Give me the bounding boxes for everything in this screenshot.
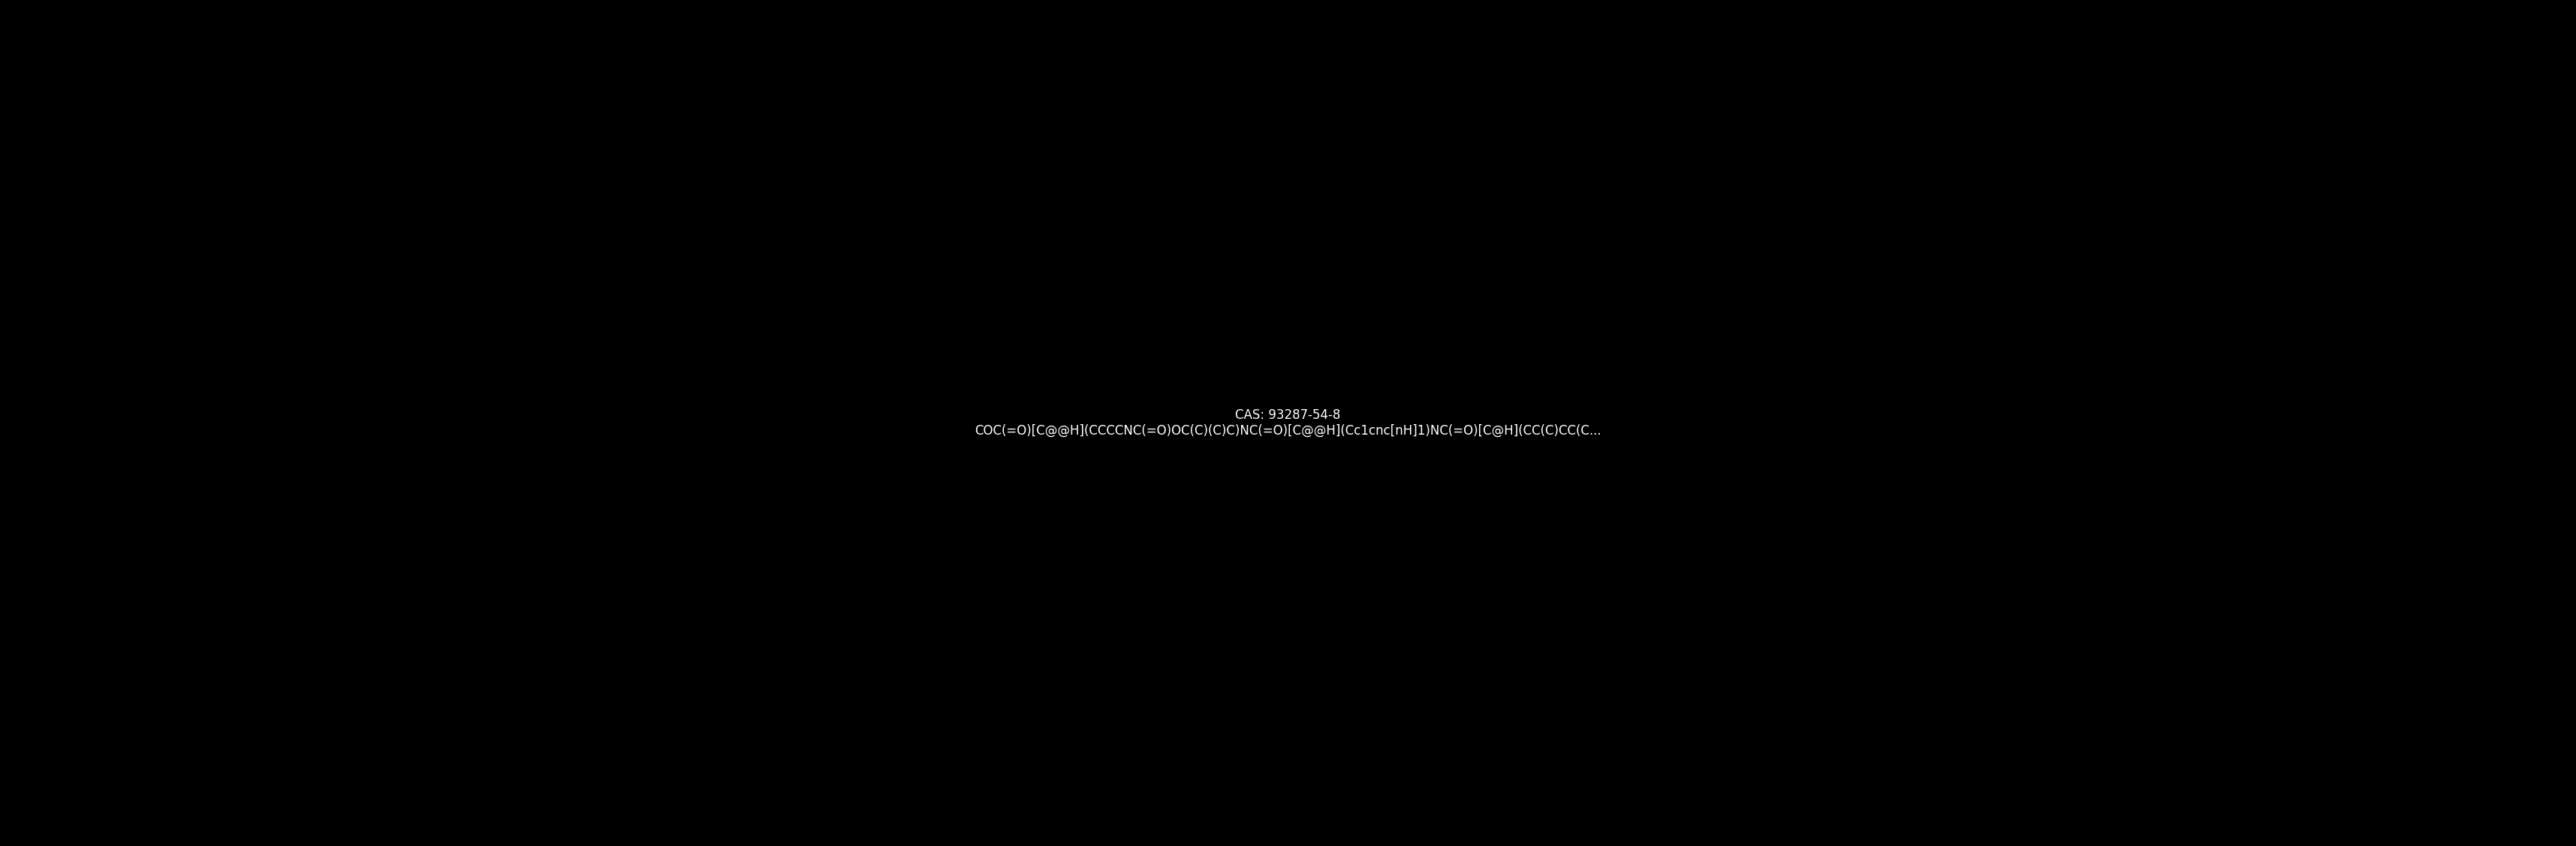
Text: CAS: 93287-54-8
COC(=O)[C@@H](CCCCNC(=O)OC(C)(C)C)NC(=O)[C@@H](Cc1cnc[nH]1)NC(=O: CAS: 93287-54-8 COC(=O)[C@@H](CCCCNC(=O)… (974, 409, 1602, 437)
